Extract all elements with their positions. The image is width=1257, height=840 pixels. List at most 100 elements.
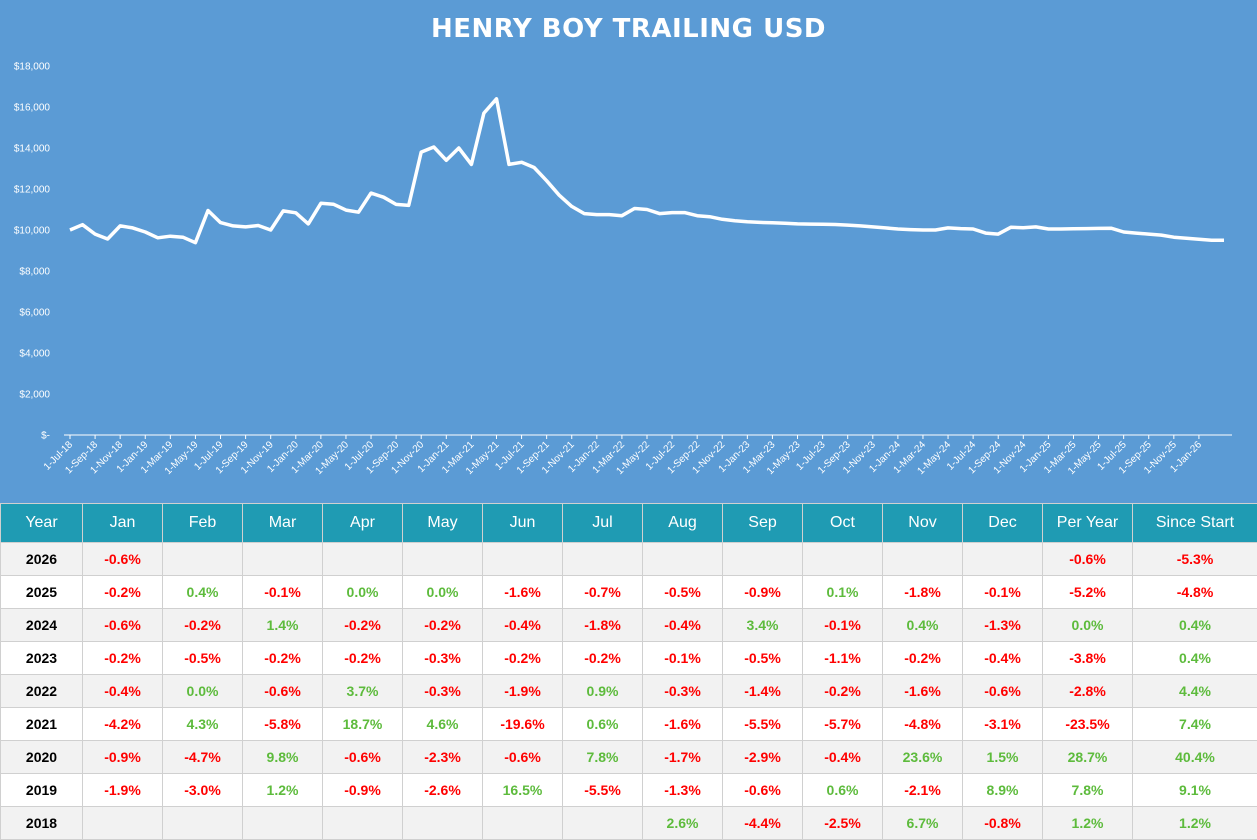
return-cell: 40.4% xyxy=(1132,740,1257,774)
return-cell: -0.2% xyxy=(322,641,403,675)
column-header: Year xyxy=(0,503,83,543)
return-cell: 4.3% xyxy=(162,707,243,741)
column-header: Dec xyxy=(962,503,1043,543)
return-cell: -4.7% xyxy=(162,740,243,774)
y-tick-label: $10,000 xyxy=(14,226,51,237)
year-cell: 2018 xyxy=(0,806,83,840)
table-row: 2024 -0.6% -0.2% 1.4% -0.2% -0.2% -0.4% -1.8% -0… xyxy=(0,608,1257,642)
return-cell: -1.8% xyxy=(882,575,963,609)
return-cell: -0.2% xyxy=(82,575,163,609)
return-cell: 4.4% xyxy=(1132,674,1257,708)
column-header: Oct xyxy=(802,503,883,543)
return-cell: -1.9% xyxy=(82,773,163,807)
return-cell xyxy=(162,542,243,576)
return-cell: -1.6% xyxy=(882,674,963,708)
return-cell: 0.0% xyxy=(402,575,483,609)
table-row: 2021 -4.2% 4.3% -5.8% 18.7% 4.6% -19.6% 0.6% -1.… xyxy=(0,707,1257,741)
column-header: Jul xyxy=(562,503,643,543)
return-cell: -4.8% xyxy=(882,707,963,741)
return-cell: -1.3% xyxy=(962,608,1043,642)
return-cell: -0.4% xyxy=(482,608,563,642)
return-cell: 18.7% xyxy=(322,707,403,741)
return-cell xyxy=(722,542,803,576)
return-cell: -23.5% xyxy=(1042,707,1133,741)
return-cell: -0.6% xyxy=(1042,542,1133,576)
table-row: 2025 -0.2% 0.4% -0.1% 0.0% 0.0% -1.6% -0.7% -0.5… xyxy=(0,575,1257,609)
y-tick-label: $- xyxy=(41,431,50,442)
chart-area: $- $2,000 $4,000 $6,000 $8,000 $10,000 $12,000… xyxy=(0,0,1257,503)
return-cell: -0.1% xyxy=(642,641,723,675)
return-cell: 2.6% xyxy=(642,806,723,840)
return-cell: 0.4% xyxy=(882,608,963,642)
return-cell: -0.2% xyxy=(242,641,323,675)
return-cell: -0.4% xyxy=(82,674,163,708)
return-cell: 28.7% xyxy=(1042,740,1133,774)
return-cell xyxy=(562,806,643,840)
return-cell: -0.5% xyxy=(162,641,243,675)
table-row: 2026 -0.6% -0.6% -5.3% xyxy=(0,542,1257,576)
return-cell xyxy=(562,542,643,576)
return-cell xyxy=(322,806,403,840)
year-cell: 2022 xyxy=(0,674,83,708)
return-cell: -0.6% xyxy=(482,740,563,774)
return-cell: -1.6% xyxy=(642,707,723,741)
y-tick-label: $4,000 xyxy=(19,349,50,360)
return-cell: -2.8% xyxy=(1042,674,1133,708)
return-cell: 1.2% xyxy=(242,773,323,807)
return-cell: 16.5% xyxy=(482,773,563,807)
y-tick-label: $8,000 xyxy=(19,267,50,278)
return-cell: -0.3% xyxy=(402,674,483,708)
return-cell: 3.7% xyxy=(322,674,403,708)
return-cell: 7.8% xyxy=(562,740,643,774)
table-row: 2019 -1.9% -3.0% 1.2% -0.9% -2.6% 16.5% -5.5% -1… xyxy=(0,773,1257,807)
return-cell: -2.5% xyxy=(802,806,883,840)
return-cell: 6.7% xyxy=(882,806,963,840)
column-header: Apr xyxy=(322,503,403,543)
column-header: Nov xyxy=(882,503,963,543)
y-tick-label: $16,000 xyxy=(14,103,51,114)
return-cell: -0.8% xyxy=(962,806,1043,840)
return-cell xyxy=(322,542,403,576)
return-cell: -0.1% xyxy=(962,575,1043,609)
return-cell xyxy=(962,542,1043,576)
return-cell: -5.5% xyxy=(722,707,803,741)
table-row: 2020 -0.9% -4.7% 9.8% -0.6% -2.3% -0.6% 7.8% -1.… xyxy=(0,740,1257,774)
column-header: Jan xyxy=(82,503,163,543)
return-cell xyxy=(482,806,563,840)
year-cell: 2019 xyxy=(0,773,83,807)
column-header: Sep xyxy=(722,503,803,543)
column-header: Aug xyxy=(642,503,723,543)
return-cell: -5.7% xyxy=(802,707,883,741)
return-cell: 0.4% xyxy=(162,575,243,609)
return-cell xyxy=(82,806,163,840)
year-cell: 2023 xyxy=(0,641,83,675)
return-cell: -0.2% xyxy=(482,641,563,675)
return-cell: -0.2% xyxy=(402,608,483,642)
return-cell: -4.8% xyxy=(1132,575,1257,609)
return-cell: -1.3% xyxy=(642,773,723,807)
return-cell: -1.7% xyxy=(642,740,723,774)
return-cell: -0.2% xyxy=(162,608,243,642)
return-cell: -0.2% xyxy=(82,641,163,675)
return-cell: 8.9% xyxy=(962,773,1043,807)
return-cell: -2.1% xyxy=(882,773,963,807)
return-cell: -0.6% xyxy=(82,608,163,642)
return-cell: -5.5% xyxy=(562,773,643,807)
year-cell: 2020 xyxy=(0,740,83,774)
return-cell: -0.6% xyxy=(722,773,803,807)
return-cell: -0.4% xyxy=(642,608,723,642)
return-cell: 1.2% xyxy=(1132,806,1257,840)
return-cell: -1.6% xyxy=(482,575,563,609)
series-line xyxy=(69,97,1224,245)
return-cell: 0.4% xyxy=(1132,641,1257,675)
return-cell: -4.4% xyxy=(722,806,803,840)
return-cell: 4.6% xyxy=(402,707,483,741)
chart-title: HENRY BOY TRAILING USD xyxy=(431,14,826,44)
return-cell: -0.6% xyxy=(322,740,403,774)
column-header: Since Start xyxy=(1132,503,1257,543)
return-cell: -0.6% xyxy=(962,674,1043,708)
return-cell xyxy=(482,542,563,576)
column-header: Jun xyxy=(482,503,563,543)
return-cell: 9.8% xyxy=(242,740,323,774)
return-cell: 1.5% xyxy=(962,740,1043,774)
